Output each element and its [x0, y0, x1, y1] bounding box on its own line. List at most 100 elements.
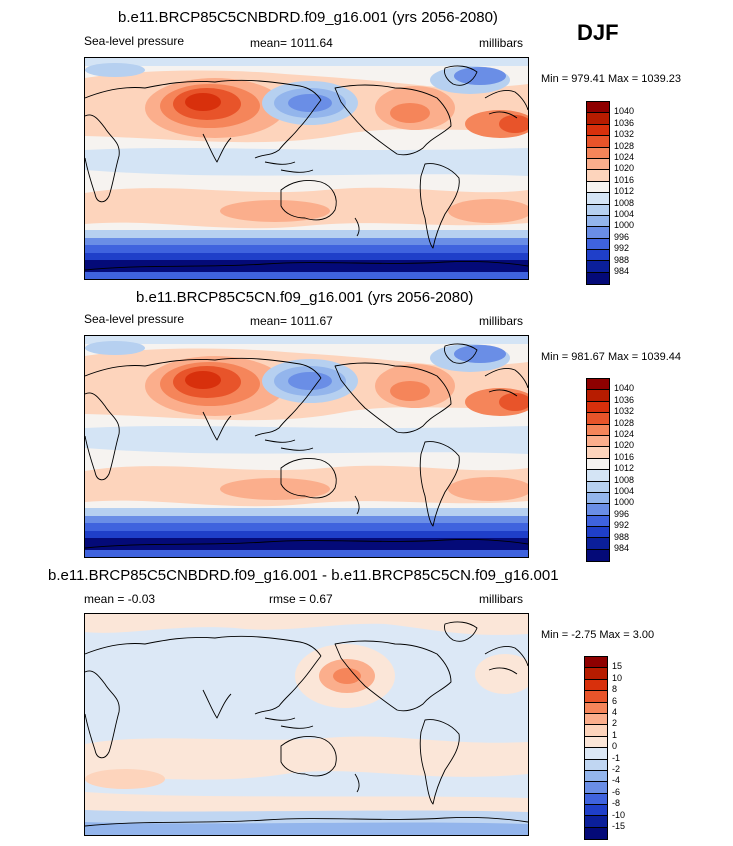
colorbar-level-label: 6 — [612, 695, 618, 706]
colorbar-swatch — [587, 390, 609, 402]
season-label: DJF — [577, 20, 619, 45]
colorbar-level-label: 1004 — [614, 209, 635, 219]
colorbar-level-label: 15 — [612, 661, 623, 672]
colorbar-swatch — [587, 113, 609, 125]
panel2-slp-map — [84, 335, 529, 558]
panel2-minmax: Min = 981.67 Max = 1039.44 — [541, 351, 682, 363]
colorbar-level-label: 992 — [614, 520, 630, 531]
colorbar-level-label: 984 — [614, 543, 630, 553]
panel1-units-label: millibars — [479, 36, 524, 50]
colorbar-level-label: 2 — [612, 718, 618, 729]
panel3-difference-map — [84, 613, 529, 836]
panel3-units-label: millibars — [479, 592, 524, 606]
panel3-mean-label: mean = -0.03 — [84, 592, 156, 606]
colorbar-swatch — [585, 713, 607, 726]
colorbar-swatch — [587, 435, 609, 448]
colorbar-level-label: -15 — [612, 821, 626, 831]
colorbar-level-label: 996 — [614, 231, 630, 242]
colorbar-swatch — [587, 527, 609, 539]
colorbar-level-label: 1012 — [614, 186, 635, 197]
colorbar-level-label: 1028 — [614, 417, 635, 428]
colorbar-swatch — [587, 424, 609, 436]
colorbar-level-label: 0 — [612, 741, 618, 752]
colorbar-level-label: 1036 — [614, 394, 635, 405]
colorbar-level-label: 996 — [614, 508, 630, 519]
colorbar-level-label: 1016 — [614, 451, 635, 462]
panel3-colorbar — [584, 656, 608, 841]
panel1-variable-label: Sea-level pressure — [84, 34, 185, 48]
colorbar-level-label: 1004 — [614, 486, 635, 496]
colorbar-swatch — [587, 227, 609, 239]
panel2-units-label: millibars — [479, 314, 524, 328]
colorbar-level-label: 4 — [612, 707, 618, 717]
colorbar-swatch — [587, 504, 609, 516]
colorbar-swatch — [585, 691, 607, 703]
colorbar-swatch — [587, 261, 609, 273]
colorbar-swatch — [587, 492, 609, 505]
panel1-slp-map — [84, 57, 529, 280]
colorbar-level-label: 1024 — [614, 152, 635, 162]
colorbar-swatch — [587, 549, 609, 562]
colorbar-level-label: 1000 — [614, 497, 635, 508]
panel3-title: b.e11.BRCP85C5CNBDRD.f09_g16.001 - b.e11… — [48, 567, 559, 584]
colorbar-level-label: 1016 — [614, 174, 635, 185]
panel2-colorbar — [586, 378, 610, 563]
colorbar-swatch — [587, 379, 609, 391]
colorbar-level-label: 8 — [612, 684, 618, 695]
map-field — [85, 336, 528, 557]
colorbar-level-label: 1032 — [614, 406, 635, 417]
colorbar-swatch — [587, 193, 609, 205]
panel3-rmse-label: rmse = 0.67 — [269, 592, 333, 606]
panel1-colorbar — [586, 101, 610, 286]
colorbar-swatch — [587, 413, 609, 425]
colorbar-swatch — [587, 215, 609, 228]
colorbar-level-label: 992 — [614, 243, 630, 254]
colorbar-level-label: 1032 — [614, 129, 635, 140]
colorbar-swatch — [587, 147, 609, 159]
panel1-minmax: Min = 979.41 Max = 1039.23 — [541, 73, 682, 85]
colorbar-level-label: 984 — [614, 266, 630, 276]
colorbar-swatch — [587, 136, 609, 148]
colorbar-swatch — [585, 816, 607, 828]
colorbar-level-label: 1008 — [614, 474, 635, 485]
colorbar-level-label: -6 — [612, 786, 621, 797]
colorbar-level-label: 1028 — [614, 140, 635, 151]
colorbar-swatch — [585, 702, 607, 714]
colorbar-level-label: 1020 — [614, 163, 635, 174]
colorbar-level-label: 988 — [614, 254, 630, 265]
colorbar-swatch — [585, 759, 607, 771]
colorbar-level-label: 1 — [612, 729, 618, 740]
colorbar-swatch — [587, 158, 609, 171]
colorbar-swatch — [587, 204, 609, 216]
colorbar-swatch — [587, 238, 609, 251]
colorbar-level-label: 1036 — [614, 117, 635, 128]
colorbar-level-label: -8 — [612, 798, 621, 809]
colorbar-swatch — [585, 679, 607, 692]
colorbar-swatch — [587, 481, 609, 493]
colorbar-swatch — [585, 736, 607, 749]
colorbar-level-label: 988 — [614, 531, 630, 542]
colorbar-swatch — [587, 515, 609, 528]
panel2-title: b.e11.BRCP85C5CN.f09_g16.001 (yrs 2056-2… — [136, 289, 474, 306]
colorbar-swatch — [587, 250, 609, 262]
panel2-variable-label: Sea-level pressure — [84, 312, 185, 326]
colorbar-swatch — [587, 538, 609, 550]
map-field — [85, 58, 528, 279]
colorbar-level-label: 1000 — [614, 220, 635, 231]
colorbar-level-label: 1008 — [614, 197, 635, 208]
colorbar-swatch — [585, 793, 607, 806]
colorbar-swatch — [585, 748, 607, 760]
colorbar-level-label: 1024 — [614, 429, 635, 439]
colorbar-level-label: -1 — [612, 752, 621, 763]
colorbar-swatch — [585, 770, 607, 783]
colorbar-swatch — [585, 725, 607, 737]
colorbar-swatch — [587, 401, 609, 414]
colorbar-swatch — [585, 668, 607, 680]
colorbar-swatch — [587, 170, 609, 182]
colorbar-swatch — [585, 805, 607, 817]
colorbar-level-label: 10 — [612, 672, 623, 683]
colorbar-swatch — [587, 102, 609, 114]
panel1-title: b.e11.BRCP85C5CNBDRD.f09_g16.001 (yrs 20… — [118, 9, 498, 26]
colorbar-level-label: 1040 — [614, 106, 635, 117]
colorbar-swatch — [587, 124, 609, 137]
